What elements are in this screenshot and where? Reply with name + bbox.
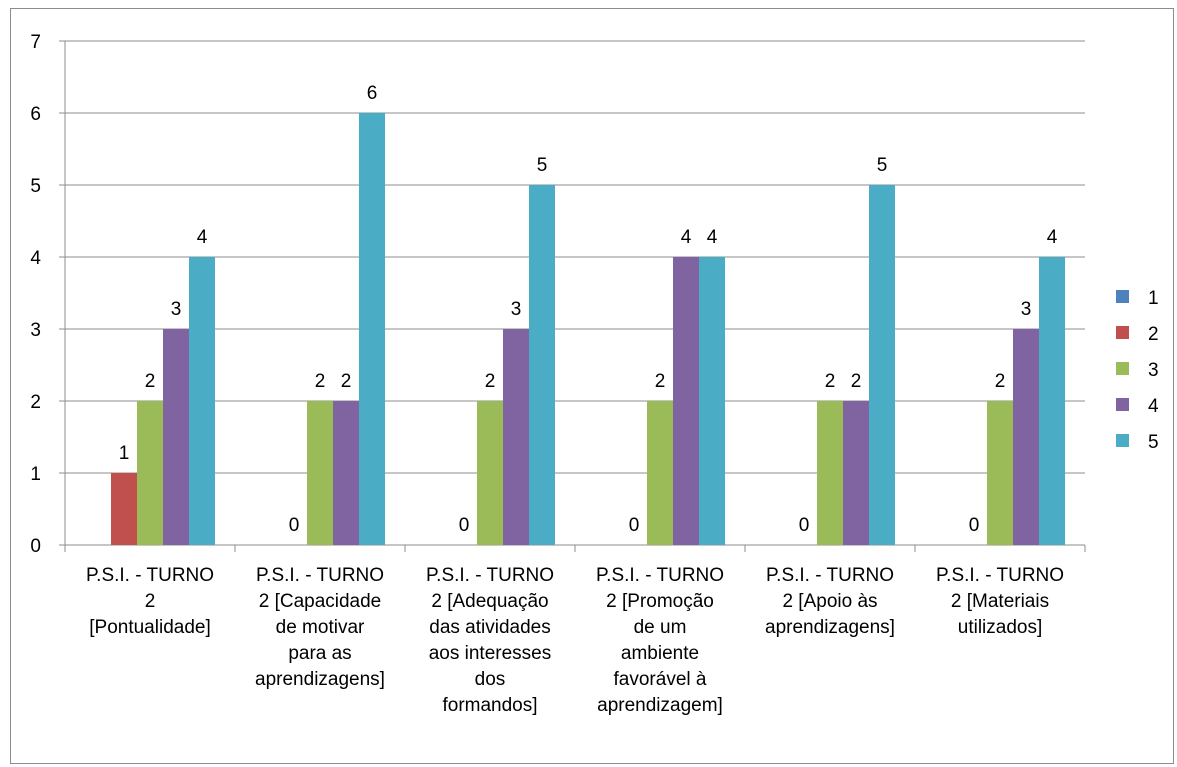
bar-series-5-cat-6 [1039,257,1065,545]
data-label: 2 [655,371,666,392]
y-tick-label: 5 [30,176,41,197]
bar-series-5-cat-4 [699,257,725,545]
legend-label-2: 2 [1148,324,1159,345]
bar-series-4-cat-6 [1013,329,1039,545]
axes: 0 1 2 3 4 5 6 7 [30,32,1086,557]
x-category-label: P.S.I. - TURNO 2 [Promoção de um ambiente fa… [596,565,724,716]
bar-series-4-cat-5 [843,401,869,545]
data-label: 2 [145,371,156,392]
y-tick-label: 2 [30,392,41,413]
bar-series-2-cat-1 [111,473,137,545]
legend-swatch-4 [1116,398,1129,411]
data-label: 4 [681,227,692,248]
legend-swatch-2 [1116,326,1129,339]
data-label: 1 [119,443,130,464]
data-label: 2 [315,371,326,392]
data-label: 2 [995,371,1006,392]
x-category-label: P.S.I. - TURNO 2 [Apoio às aprendizagens] [765,565,895,638]
legend-swatch-5 [1116,434,1129,447]
bars [111,113,1065,545]
data-label: 2 [825,371,836,392]
y-tick-label: 6 [30,104,41,125]
bar-series-5-cat-2 [359,113,385,545]
data-label: 2 [485,371,496,392]
data-label: 4 [1047,227,1058,248]
data-label: 4 [707,227,718,248]
y-tick-label: 7 [30,32,41,53]
bar-series-4-cat-2 [333,401,359,545]
gridlines [65,40,1085,474]
y-tick-label: 1 [30,464,41,485]
bar-series-4-cat-1 [163,329,189,545]
category-labels: P.S.I. - TURNO 2 [Pontualidade] P.S.I. - TU… [86,565,1064,716]
legend-label-3: 3 [1148,360,1159,381]
data-label: 2 [851,371,862,392]
data-label: 0 [459,515,470,536]
legend-label-4: 4 [1148,396,1159,417]
bar-series-4-cat-4 [673,257,699,545]
bar-series-3-cat-3 [477,401,503,545]
bar-series-4-cat-3 [503,329,529,545]
data-label: 3 [1021,299,1032,320]
data-label: 3 [171,299,182,320]
legend: 1 2 3 4 5 [1116,288,1159,453]
data-label: 0 [289,515,300,536]
bar-series-5-cat-5 [869,185,895,545]
data-label: 2 [341,371,352,392]
y-tick-label: 0 [30,536,41,557]
bar-series-3-cat-4 [647,401,673,545]
y-tick-label: 3 [30,320,41,341]
bar-series-5-cat-3 [529,185,555,545]
x-category-label: P.S.I. - TURNO 2 [Materiais utilizados] [936,565,1064,638]
x-category-label: P.S.I. - TURNO 2 [Capacidade de motivar par… [255,565,385,690]
y-tick-label: 4 [30,248,41,269]
bar-series-5-cat-1 [189,257,215,545]
data-label: 6 [367,83,378,104]
data-label: 4 [197,227,208,248]
legend-label-5: 5 [1148,432,1159,453]
x-category-label: P.S.I. - TURNO 2 [Adequação das atividades… [426,565,554,716]
data-label: 3 [511,299,522,320]
data-label: 0 [799,515,810,536]
legend-swatch-3 [1116,362,1129,375]
bar-series-3-cat-1 [137,401,163,545]
legend-label-1: 1 [1148,288,1159,309]
bar-series-3-cat-2 [307,401,333,545]
bar-series-3-cat-6 [987,401,1013,545]
data-label: 0 [629,515,640,536]
bar-series-3-cat-5 [817,401,843,545]
legend-swatch-1 [1116,290,1129,303]
data-label: 0 [969,515,980,536]
x-category-label: P.S.I. - TURNO 2 [Pontualidade] [86,565,214,638]
data-label: 5 [537,155,548,176]
data-label: 5 [877,155,888,176]
